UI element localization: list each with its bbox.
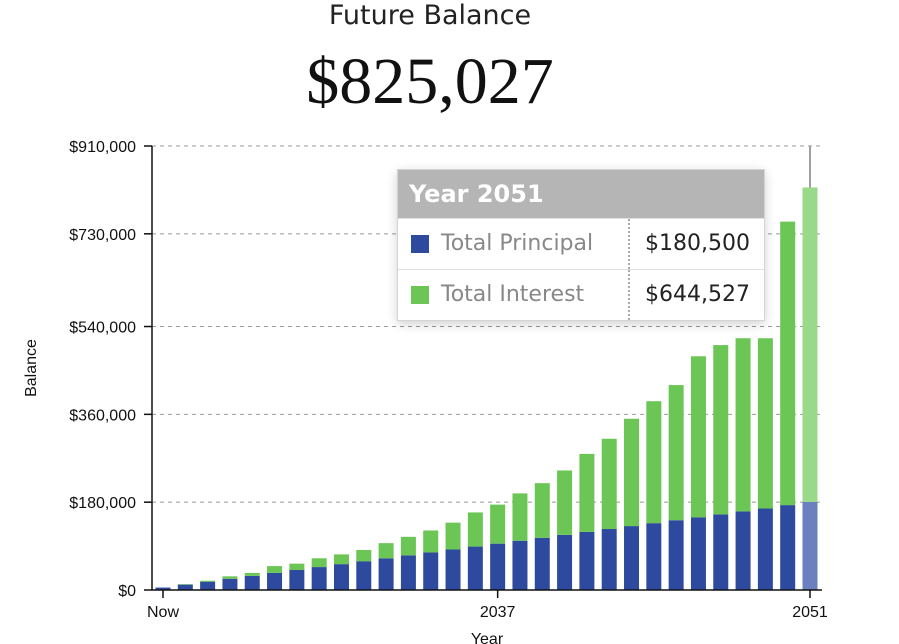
bar-interest-2036[interactable]	[467, 512, 483, 547]
bar-interest-2043[interactable]	[624, 418, 640, 527]
bar-interest-2045[interactable]	[668, 385, 684, 521]
year-tooltip: Year 2051 Total Principal $180,500 Total…	[397, 169, 765, 321]
bar-principal-2025[interactable]	[222, 578, 238, 590]
bar-interest-2034[interactable]	[423, 530, 439, 553]
y-tick-label: $0	[118, 583, 136, 600]
bar-principal-2024[interactable]	[200, 581, 216, 590]
bars[interactable]	[155, 187, 818, 590]
tooltip-title: Year 2051	[398, 170, 764, 218]
interest-swatch	[411, 286, 429, 304]
bar-interest-2028[interactable]	[289, 563, 305, 570]
principal-swatch	[411, 235, 429, 253]
bar-principal-2037[interactable]	[490, 543, 506, 590]
bar-principal-2036[interactable]	[467, 546, 483, 590]
bar-principal-2030[interactable]	[333, 564, 349, 590]
x-tick-labels: Now 2037 2051	[147, 590, 828, 621]
bar-principal-2034[interactable]	[423, 552, 439, 590]
bar-principal-2029[interactable]	[311, 567, 327, 590]
bar-principal-2049[interactable]	[757, 508, 773, 590]
bar-principal-2051[interactable]	[802, 501, 818, 590]
y-tick-label: $910,000	[69, 139, 136, 156]
bar-interest-2041[interactable]	[579, 453, 595, 532]
bar-interest-2048[interactable]	[735, 338, 751, 512]
y-axis-title: Balance	[23, 339, 40, 397]
bar-principal-2042[interactable]	[601, 529, 617, 590]
bar-interest-2029[interactable]	[311, 558, 327, 568]
bar-principal-2035[interactable]	[445, 549, 461, 590]
bar-interest-2027[interactable]	[267, 566, 283, 573]
tooltip-interest-value: $644,527	[628, 270, 765, 320]
bar-principal-2028[interactable]	[289, 569, 305, 590]
bar-principal-2040[interactable]	[557, 534, 573, 590]
axes	[151, 146, 822, 591]
bar-interest-2051[interactable]	[802, 187, 818, 502]
bar-interest-2035[interactable]	[445, 522, 461, 550]
y-tick-label: $730,000	[69, 227, 136, 244]
bar-interest-2031[interactable]	[356, 549, 372, 562]
bar-principal-2047[interactable]	[713, 514, 729, 590]
bar-interest-2046[interactable]	[690, 356, 706, 518]
bar-principal-2023[interactable]	[177, 584, 193, 590]
future-balance-value: $825,027	[306, 45, 554, 118]
bar-interest-2033[interactable]	[400, 536, 416, 556]
bar-principal-2045[interactable]	[668, 520, 684, 590]
bar-principal-2027[interactable]	[267, 572, 283, 590]
bar-interest-2038[interactable]	[512, 493, 528, 541]
bar-principal-2046[interactable]	[690, 517, 706, 590]
bar-interest-2037[interactable]	[490, 504, 506, 544]
x-tick-label: Now	[147, 604, 179, 621]
bar-principal-2043[interactable]	[624, 526, 640, 590]
x-tick-label: 2037	[480, 604, 516, 621]
bar-principal-2031[interactable]	[356, 561, 372, 590]
y-tick-label: $180,000	[69, 495, 136, 512]
x-axis-title: Year	[471, 631, 504, 644]
bar-principal-2022[interactable]	[155, 587, 171, 590]
bar-interest-2025[interactable]	[222, 576, 238, 579]
bar-principal-2041[interactable]	[579, 531, 595, 590]
bar-principal-2048[interactable]	[735, 511, 751, 590]
bar-interest-2042[interactable]	[601, 438, 617, 530]
tooltip-principal-value: $180,500	[628, 219, 765, 269]
bar-interest-2039[interactable]	[534, 483, 550, 538]
bar-interest-2050[interactable]	[780, 221, 796, 506]
tooltip-row-principal: Total Principal $180,500	[398, 218, 764, 269]
bar-principal-2050[interactable]	[780, 505, 796, 590]
tooltip-row-interest: Total Interest $644,527	[398, 269, 764, 320]
future-balance-label: Future Balance	[328, 0, 532, 31]
bar-principal-2032[interactable]	[378, 558, 394, 590]
y-tick-label: $360,000	[69, 407, 136, 424]
y-tick-label: $540,000	[69, 320, 136, 337]
tooltip-interest-label: Total Interest	[441, 282, 585, 307]
bar-principal-2033[interactable]	[400, 555, 416, 590]
tooltip-principal-label: Total Principal	[441, 231, 594, 256]
bar-principal-2039[interactable]	[534, 537, 550, 590]
bar-principal-2038[interactable]	[512, 540, 528, 590]
bar-interest-2030[interactable]	[333, 554, 349, 565]
bar-interest-2049[interactable]	[757, 338, 773, 509]
bar-interest-2024[interactable]	[200, 580, 216, 582]
x-tick-label: 2051	[792, 604, 828, 621]
bar-interest-2026[interactable]	[244, 572, 260, 576]
bar-principal-2044[interactable]	[646, 523, 662, 590]
bar-principal-2026[interactable]	[244, 575, 260, 590]
bar-interest-2040[interactable]	[557, 470, 573, 535]
y-tick-labels: $0 $180,000 $360,000 $540,000 $730,000 $910,0…	[69, 139, 136, 600]
bar-interest-2032[interactable]	[378, 543, 394, 559]
bar-interest-2047[interactable]	[713, 345, 729, 515]
bar-interest-2044[interactable]	[646, 401, 662, 524]
